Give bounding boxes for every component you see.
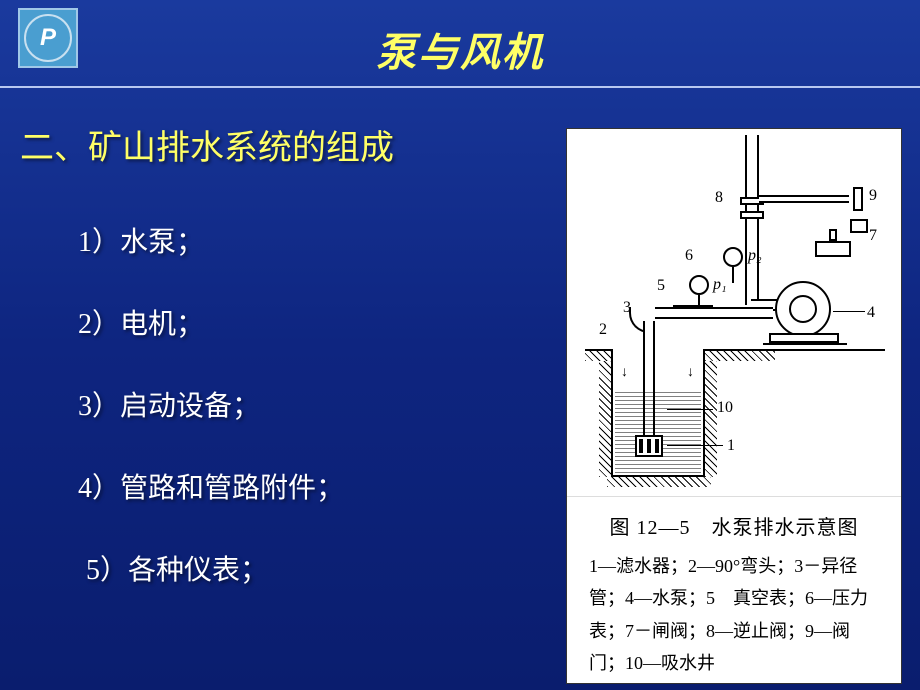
diagram-label-p2: p₂ [748, 247, 762, 265]
diagram-label-9: 9 [869, 187, 877, 205]
list-item: 4）管路和管路附件； [78, 466, 344, 506]
diagram-figure: ↓ ↓ 8 9 7 6 p₂ 5 p₁ 3 2 4 10 1 [567, 129, 901, 497]
list-item: 3）启动设备； [78, 384, 344, 424]
university-logo: P [18, 8, 78, 68]
diagram-label-3: 3 [623, 299, 631, 317]
diagram-caption-title: 图 12—5 水泵排水示意图 [585, 511, 883, 540]
diagram-label-8: 8 [715, 189, 723, 207]
diagram-label-6: 6 [685, 247, 693, 265]
list-item: 1）水泵； [78, 220, 344, 260]
section-heading: 二、矿山排水系统的组成 [20, 120, 394, 169]
diagram-caption-detail: 1—滤水器；2—90°弯头；3－异径管；4—水泵；5 真空表；6—压力表；7－闸… [585, 550, 883, 680]
slide-title: 泵与风机 [376, 20, 544, 78]
diagram-label-2: 2 [599, 321, 607, 339]
diagram-label-5: 5 [657, 277, 665, 295]
title-divider [0, 86, 920, 88]
list-item: 5）各种仪表； [86, 548, 344, 588]
diagram-label-7: 7 [869, 227, 877, 245]
pump-diagram: ↓ ↓ 8 9 7 6 p₂ 5 p₁ 3 2 4 10 1 图 12—5 水泵… [566, 128, 902, 684]
diagram-caption: 图 12—5 水泵排水示意图 1—滤水器；2—90°弯头；3－异径管；4—水泵；… [567, 497, 901, 688]
component-list: 1）水泵； 2）电机； 3）启动设备； 4）管路和管路附件； 5）各种仪表； [78, 220, 344, 630]
diagram-label-4: 4 [867, 304, 875, 322]
list-item: 2）电机； [78, 302, 344, 342]
diagram-label-1: 1 [727, 437, 735, 455]
diagram-label-10: 10 [717, 399, 733, 417]
logo-letter: P [24, 14, 72, 62]
diagram-label-p1: p₁ [713, 276, 727, 294]
